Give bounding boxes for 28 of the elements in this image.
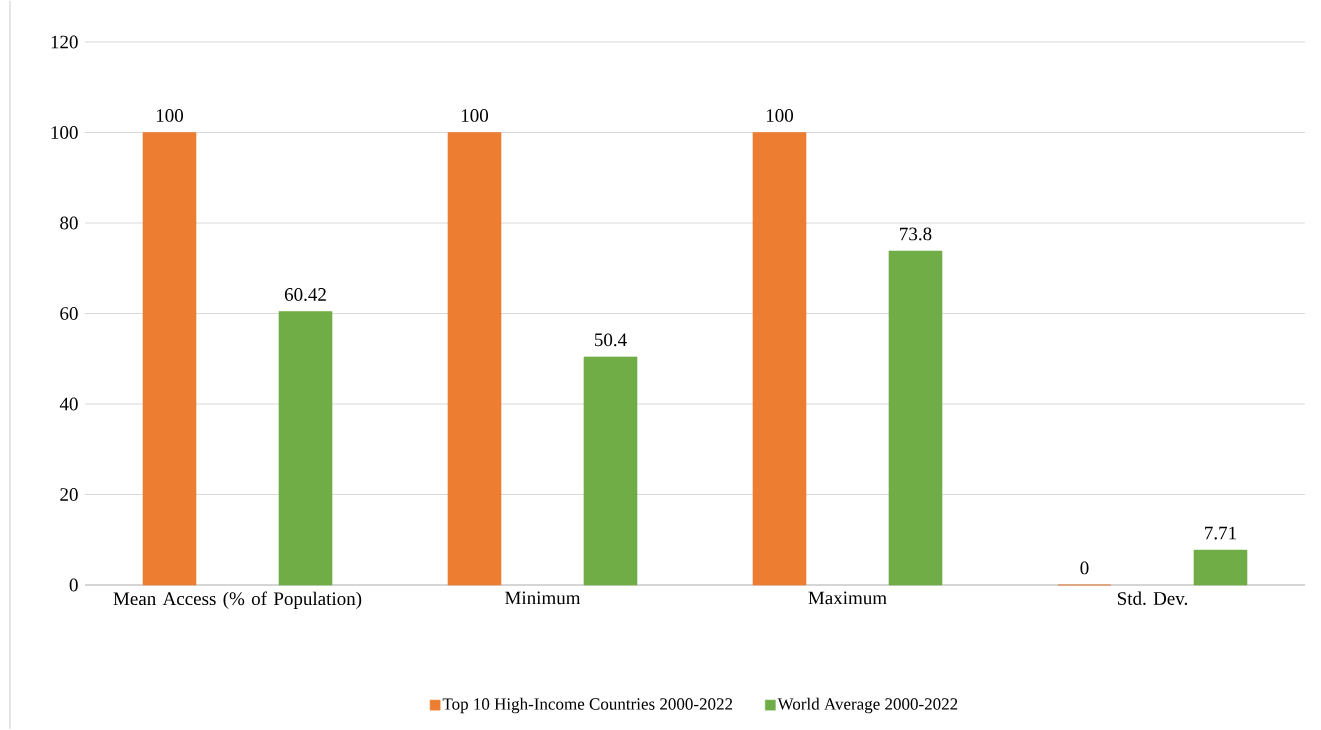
y-tick-label: 0: [69, 578, 78, 592]
data-label: 0: [1080, 561, 1089, 575]
y-tick-label: 40: [59, 397, 78, 411]
y-tick-label: 80: [60, 216, 78, 230]
legend-label: Top 10 High-Income Countries 2000-2022: [442, 697, 733, 714]
y-tick-label: 20: [60, 488, 78, 501]
data-label: 100: [461, 109, 489, 122]
x-tick-label: Minimum: [505, 591, 581, 605]
x-tick-label: Mean Access (% of Population): [113, 591, 362, 609]
bar: [752, 132, 807, 586]
data-label: 50.4: [594, 333, 627, 347]
bar: [447, 132, 502, 586]
legend-label: World Average 2000-2022: [777, 697, 958, 714]
data-label: 60.42: [284, 288, 326, 301]
data-label: 73.8: [900, 227, 932, 241]
data-label: 100: [156, 109, 184, 122]
bar: [1193, 549, 1248, 586]
bar: [888, 250, 943, 586]
y-tick-label: 120: [51, 35, 78, 49]
x-tick-label: Maximum: [808, 591, 887, 605]
bar: [142, 132, 197, 586]
y-tick-label: 100: [51, 126, 78, 139]
bar: [583, 356, 638, 586]
y-tick-label: 60: [60, 307, 78, 320]
x-tick-label: Std. Dev.: [1117, 591, 1188, 605]
data-label: 100: [766, 109, 794, 122]
data-label: 7.71: [1205, 526, 1236, 540]
bar: [278, 311, 333, 586]
